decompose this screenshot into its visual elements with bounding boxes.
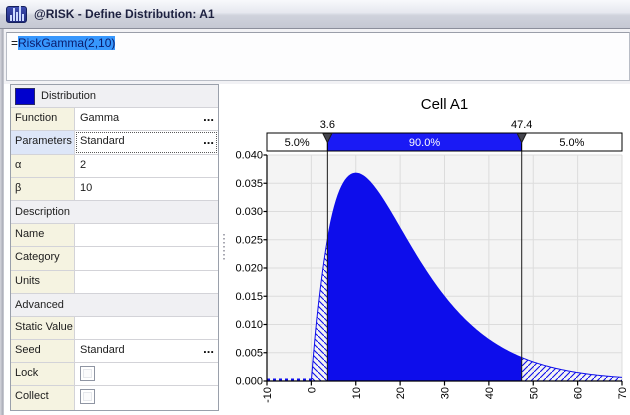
function-ellipsis-button[interactable]: ... — [203, 109, 214, 125]
prop-value-name[interactable] — [75, 224, 218, 247]
distribution-chart: 0.000 0.005 0.010 0.015 0.020 0.025 0.030 0.035… — [235, 96, 629, 403]
delimiter-triangle-left[interactable] — [322, 133, 333, 144]
section-header-label: Distribution — [41, 90, 97, 103]
prop-row-advanced: Advanced — [11, 293, 218, 317]
window-left-frame — [0, 29, 4, 415]
prop-row-distribution: Distribution — [11, 85, 218, 109]
prop-value-units[interactable] — [75, 270, 218, 293]
prop-value-parameters[interactable]: Standard... — [75, 131, 218, 154]
y-tick-label: 0.015 — [235, 291, 263, 303]
prop-label-alpha[interactable]: α — [11, 154, 75, 177]
y-tick-label: 0.030 — [235, 206, 263, 218]
x-tick-label: 40 — [484, 387, 496, 399]
window-titlebar: @RISK - Define Distribution: A1 — [0, 0, 630, 29]
prop-row-beta[interactable]: β 10 — [11, 177, 218, 201]
prop-value-static-value[interactable] — [75, 316, 218, 340]
prop-row-parameters[interactable]: Parameters Standard... — [11, 131, 218, 155]
prop-label-parameters[interactable]: Parameters — [11, 131, 75, 154]
x-tick-label: 0 — [306, 387, 318, 393]
prop-value-seed[interactable]: Standard... — [75, 340, 218, 363]
prop-label-beta[interactable]: β — [11, 177, 75, 200]
prop-row-function[interactable]: Function Gamma... — [11, 108, 218, 132]
formula-selected-text: RiskGamma(2,10) — [18, 36, 116, 50]
left-tail-area — [311, 239, 328, 381]
prop-value-beta[interactable]: 10 — [75, 177, 218, 200]
prop-label-function[interactable]: Function — [11, 108, 75, 131]
y-tick-label: 0.020 — [235, 263, 263, 275]
prop-row-lock[interactable]: Lock — [11, 363, 218, 387]
risk-histogram-icon — [6, 5, 27, 23]
delimiter-band-bar: 5.0% 90.0% 5.0% — [266, 132, 623, 152]
axes — [263, 154, 623, 386]
prop-row-name[interactable]: Name — [11, 224, 218, 248]
pdf-curve — [310, 172, 623, 382]
prop-value-text-parameters: Standard — [80, 135, 125, 148]
band-label-right[interactable]: 5.0% — [559, 137, 584, 149]
distribution-swatch-icon — [15, 87, 35, 105]
delimiter-value-left: 3.6 — [320, 119, 335, 131]
section-header-label: Advanced — [15, 298, 64, 311]
section-header-label: Description — [15, 206, 71, 219]
prop-label-lock[interactable]: Lock — [11, 363, 75, 386]
y-tick-label: 0.025 — [235, 234, 263, 246]
delimiter-value-right: 47.4 — [511, 119, 532, 131]
prop-row-description: Description — [11, 200, 218, 225]
chart-title: Cell A1 — [421, 96, 469, 113]
prop-value-collect[interactable] — [75, 386, 218, 410]
prop-value-text-function: Gamma — [80, 112, 120, 125]
x-tick-label: -10 — [262, 387, 274, 403]
y-tick-label: 0.000 — [235, 376, 263, 388]
prop-value-function[interactable]: Gamma... — [75, 108, 218, 131]
prop-row-category[interactable]: Category — [11, 247, 218, 271]
delimiter-triangle-right[interactable] — [516, 133, 528, 144]
parameters-ellipsis-button[interactable]: ... — [203, 132, 214, 148]
band-label-left[interactable]: 5.0% — [285, 137, 310, 149]
y-tick-label: 0.035 — [235, 178, 263, 190]
right-tail-area — [521, 357, 622, 381]
formula-prefix: = — [11, 36, 19, 50]
prop-label-units[interactable]: Units — [11, 270, 75, 293]
properties-table: Distribution Function Gamma... Parameters St… — [10, 84, 219, 411]
collect-checkbox[interactable] — [80, 389, 95, 405]
x-tick-label: 70 — [617, 387, 629, 399]
prop-label-seed[interactable]: Seed — [11, 340, 75, 363]
formula-input[interactable]: =RiskGamma(2,10) — [6, 32, 630, 81]
prop-value-text-alpha: 2 — [80, 158, 87, 171]
prop-label-static-value[interactable]: Static Value — [11, 316, 75, 340]
y-tick-label: 0.005 — [235, 347, 263, 359]
x-tick-label: 60 — [573, 387, 585, 399]
prop-row-seed[interactable]: Seed Standard... — [11, 340, 218, 364]
prop-value-alpha[interactable]: 2 — [75, 154, 218, 177]
band-label-middle[interactable]: 90.0% — [409, 137, 440, 149]
y-tick-label: 0.040 — [235, 150, 263, 162]
x-tick-label: 50 — [528, 387, 540, 399]
window-title: @RISK - Define Distribution: A1 — [34, 7, 215, 21]
prop-label-collect[interactable]: Collect — [11, 386, 75, 410]
prop-row-units[interactable]: Units — [11, 270, 218, 294]
prop-value-text-seed: Standard — [80, 344, 125, 357]
prop-label-category[interactable]: Category — [11, 247, 75, 270]
y-tick-label: 0.010 — [235, 319, 263, 331]
prop-value-text-beta: 10 — [80, 181, 93, 194]
prop-value-lock[interactable] — [75, 363, 218, 386]
prop-row-collect[interactable]: Collect — [11, 386, 218, 410]
x-tick-label: 10 — [351, 387, 363, 399]
lock-checkbox[interactable] — [80, 366, 95, 382]
prop-label-name[interactable]: Name — [11, 224, 75, 247]
prop-row-static-value[interactable]: Static Value — [11, 316, 218, 341]
prop-value-category[interactable] — [75, 247, 218, 270]
x-tick-label: 20 — [395, 387, 407, 399]
distribution-area — [327, 173, 522, 381]
splitter-grip-icon — [223, 234, 225, 260]
formula-bar: =RiskGamma(2,10) — [0, 29, 630, 84]
panel-splitter[interactable] — [221, 84, 227, 415]
seed-ellipsis-button[interactable]: ... — [203, 341, 214, 357]
x-tick-label: 30 — [440, 387, 452, 399]
